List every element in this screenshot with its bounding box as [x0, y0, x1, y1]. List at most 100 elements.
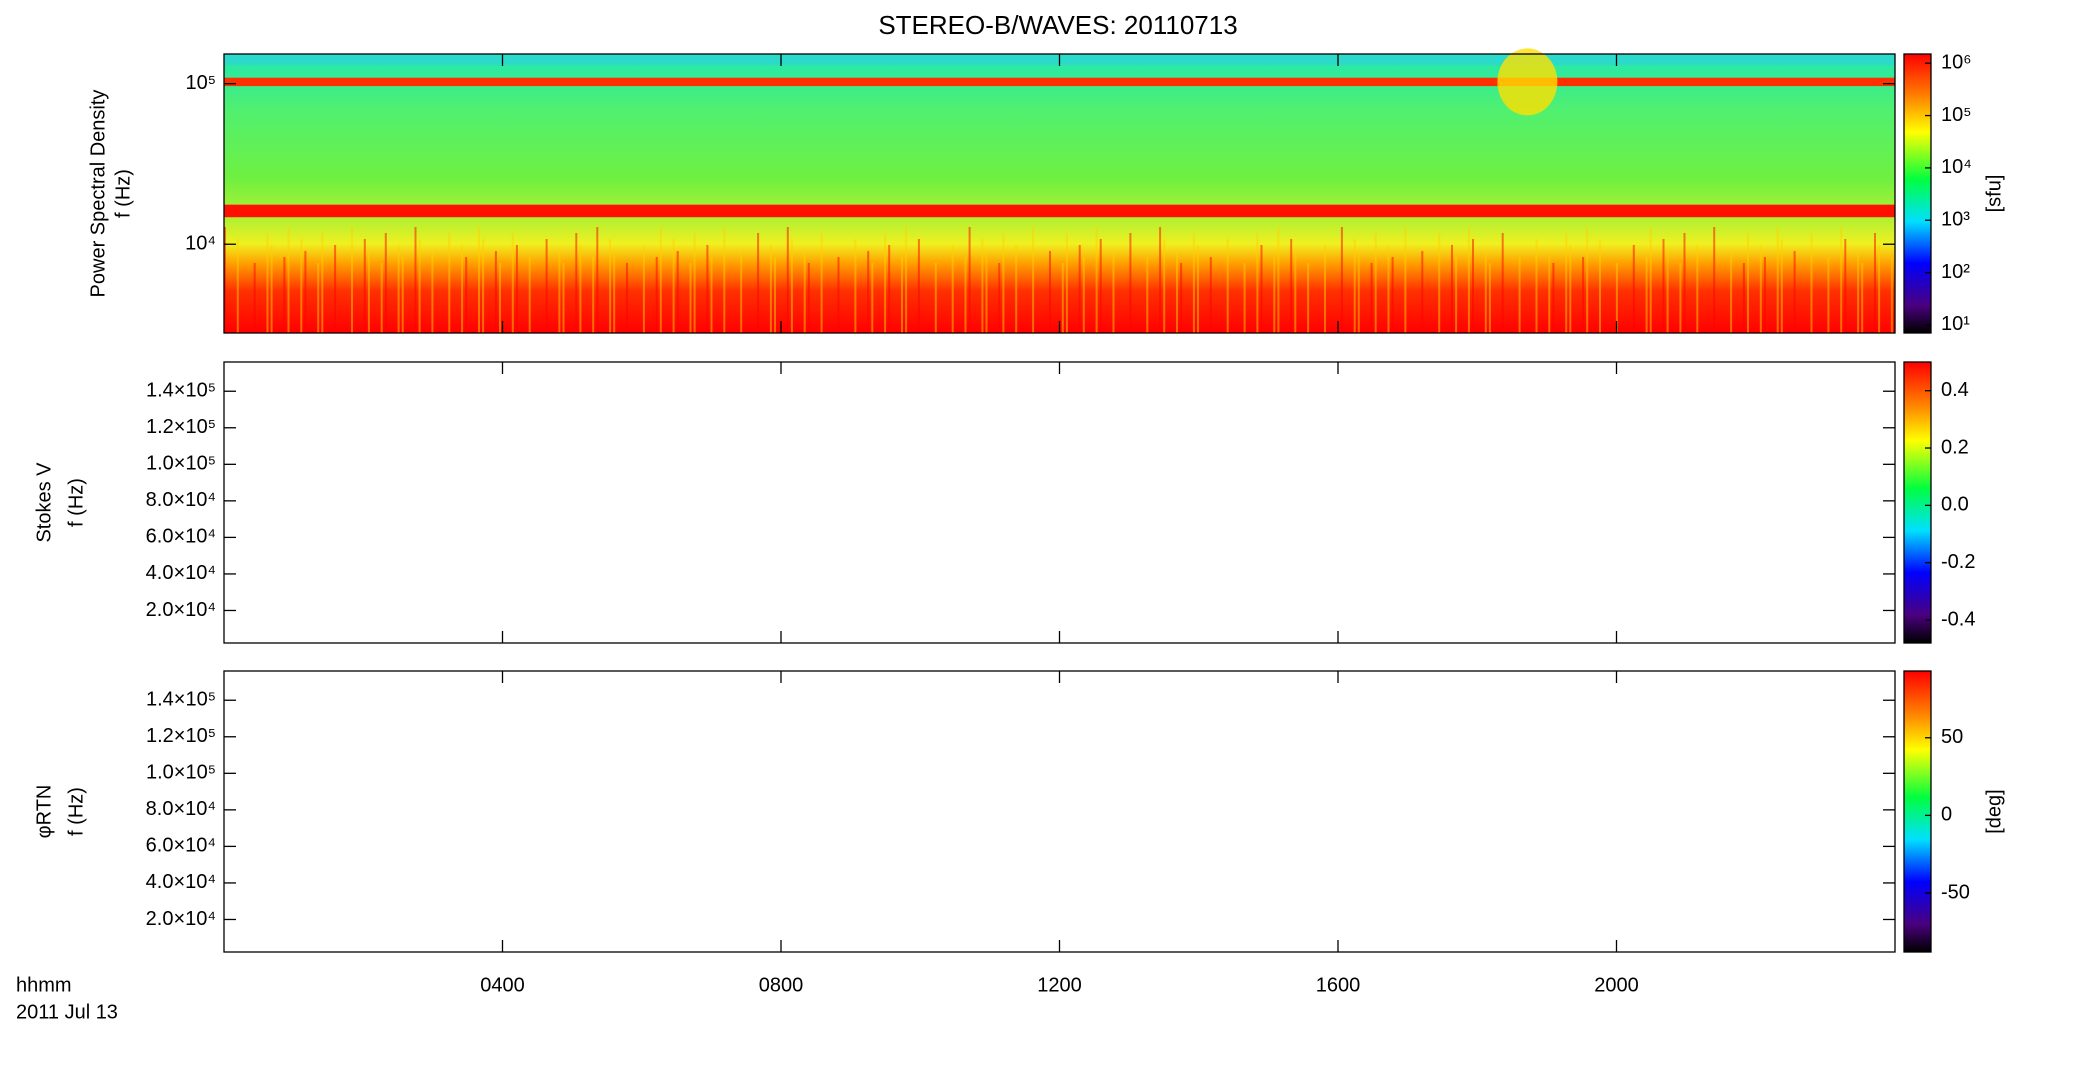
streak [1015, 244, 1018, 333]
emission-band [224, 204, 1895, 218]
streak [901, 256, 903, 333]
streak [511, 232, 514, 333]
streak [837, 256, 840, 333]
streak [558, 250, 561, 333]
streak [609, 238, 612, 333]
y-axis-label: f (Hz) [65, 787, 87, 836]
streak [693, 232, 696, 333]
streak [1645, 256, 1648, 333]
y-tick-label: 10⁵ [185, 72, 216, 94]
streak [1552, 262, 1555, 333]
streak [1078, 244, 1081, 333]
streak [1472, 238, 1474, 333]
streak [884, 232, 887, 333]
streak [951, 244, 954, 333]
streak [1146, 256, 1149, 333]
streak [1307, 262, 1310, 333]
y-tick-label: 6.0×10⁴ [146, 835, 216, 857]
streak [1192, 232, 1195, 333]
streak [384, 232, 387, 333]
streak [1353, 238, 1356, 333]
streak [1294, 250, 1297, 333]
streak [807, 262, 810, 333]
chart-title: STEREO-B/WAVES: 20110713 [878, 10, 1237, 40]
streak [528, 256, 531, 333]
streak [482, 238, 485, 333]
streak [1747, 232, 1749, 333]
streak [478, 226, 480, 333]
streak [1776, 226, 1779, 333]
colorbar [1903, 361, 1932, 644]
streak [774, 256, 776, 333]
streak [1404, 226, 1407, 333]
streak [1683, 232, 1686, 333]
colorbar-tick-label: -50 [1941, 881, 1970, 903]
colorbar-tick-label: 10⁴ [1941, 156, 1972, 178]
streak [888, 244, 891, 333]
streak [287, 226, 290, 333]
streak [351, 226, 353, 333]
streak [270, 244, 273, 333]
streak [1615, 262, 1618, 333]
streak [626, 262, 628, 333]
y-tick-label: 4.0×10⁴ [146, 871, 216, 893]
streak [659, 226, 662, 333]
streak [1357, 250, 1360, 333]
streak [367, 250, 370, 333]
streak [1467, 226, 1470, 333]
colorbar [1903, 670, 1932, 953]
streak [1535, 238, 1538, 333]
y-tick-label: 2.0×10⁴ [146, 599, 216, 621]
streak [1793, 250, 1796, 333]
streak [494, 250, 497, 333]
y-tick-label: 1.0×10⁵ [146, 453, 216, 475]
streak [1421, 250, 1424, 333]
y-tick-label: 1.2×10⁵ [146, 416, 216, 438]
streak [1099, 238, 1102, 333]
streak [723, 226, 726, 333]
streak [461, 244, 464, 333]
streak [431, 250, 434, 333]
y-axis-label: Power Spectral Density [87, 90, 109, 298]
colorbar-tick-label: -0.2 [1941, 551, 1975, 573]
streak [676, 250, 679, 333]
streak [1565, 232, 1568, 333]
streak [642, 244, 645, 333]
streak [655, 256, 658, 333]
streak [1324, 244, 1326, 333]
streak [596, 226, 599, 333]
streak [575, 232, 578, 333]
streak [1256, 232, 1259, 333]
streak [562, 262, 565, 333]
streak [1501, 232, 1504, 333]
y-tick-label: 8.0×10⁴ [146, 798, 216, 820]
streak [1260, 244, 1263, 333]
streak [236, 238, 239, 333]
streak [672, 238, 675, 333]
streak [1874, 232, 1876, 333]
streak [253, 262, 256, 333]
streak [1455, 256, 1458, 333]
x-tick-label: 2000 [1594, 974, 1639, 996]
streak [1857, 250, 1860, 333]
colorbar-tick-label: 0.4 [1941, 379, 1969, 401]
streak [592, 256, 595, 333]
streak [757, 232, 760, 333]
streak [867, 250, 870, 333]
y-tick-label: 10⁴ [185, 233, 216, 255]
streak [401, 256, 404, 333]
streak [1032, 226, 1035, 333]
streak [1569, 244, 1572, 333]
streak [300, 238, 303, 333]
colorbar-label: [deg] [1983, 789, 2005, 833]
streak [1112, 250, 1115, 333]
streak [380, 262, 383, 333]
streak [1129, 232, 1132, 333]
streak [1095, 226, 1098, 333]
streak [710, 256, 713, 333]
streak [786, 226, 789, 333]
streak [1861, 262, 1864, 333]
streak [1197, 244, 1199, 333]
y-tick-label: 6.0×10⁴ [146, 526, 216, 548]
